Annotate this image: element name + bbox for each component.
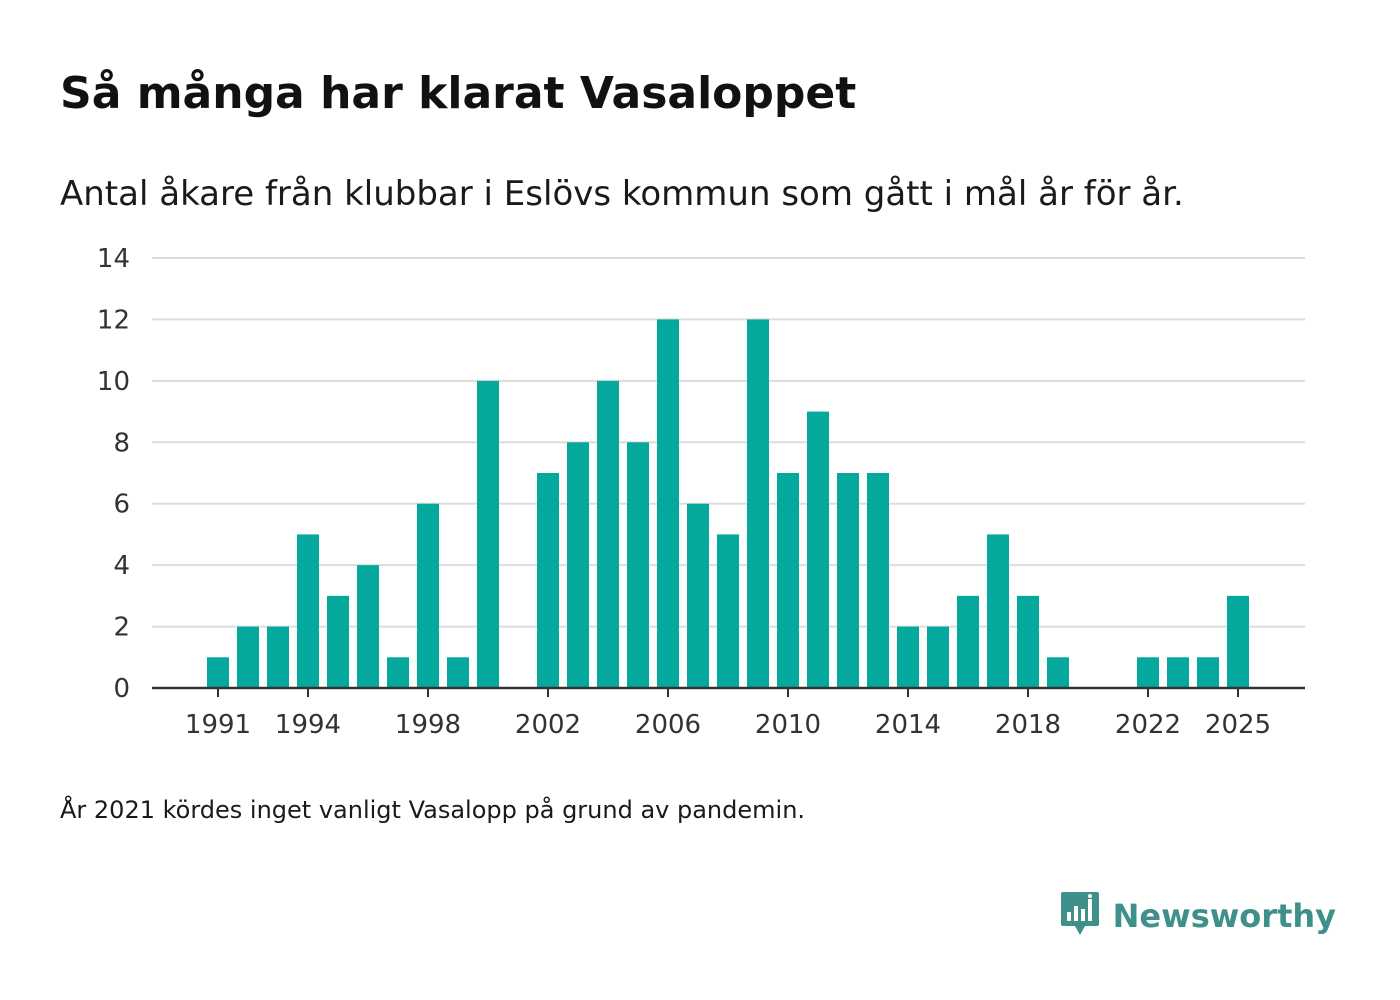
bar-1997 (387, 657, 409, 688)
x-axis-tick-labels: 1991 1994 1998 2002 2006 2010 2014 2018 2022 2025 (185, 710, 1271, 740)
bar-2002 (537, 473, 559, 688)
bar-1996 (357, 565, 379, 688)
bar-1993 (267, 626, 289, 688)
chart-subtitle: Antal åkare från klubbar i Eslövs kommun… (60, 174, 1184, 214)
x-axis (152, 686, 1305, 697)
x-tick-label: 2025 (1205, 710, 1271, 740)
bar-chart: 0 2 4 6 8 10 12 14 1991 1994 1998 2002 2006 2010 2014… (97, 244, 1305, 740)
y-tick-label: 14 (97, 244, 130, 274)
bar-2012 (837, 473, 859, 688)
x-tick-label: 1991 (185, 710, 251, 740)
bar-2009 (747, 319, 769, 688)
bar-2006 (657, 319, 679, 688)
x-tick-label: 1994 (275, 710, 341, 740)
y-tick-label: 10 (97, 367, 130, 397)
brand-logo: Newsworthy (1059, 890, 1336, 942)
x-tick-label: 2018 (995, 710, 1061, 740)
bar-2022 (1137, 657, 1159, 688)
y-tick-label: 12 (97, 305, 130, 335)
x-tick-label: 2002 (515, 710, 581, 740)
bar-2011 (807, 411, 829, 688)
bar-2004 (597, 380, 619, 688)
bar-2024 (1197, 657, 1219, 688)
bar-1999 (447, 657, 469, 688)
bar-2000 (477, 380, 499, 688)
x-tick-label: 1998 (395, 710, 461, 740)
y-tick-label: 2 (113, 613, 130, 643)
bar-1992 (237, 626, 259, 688)
y-tick-label: 6 (113, 490, 130, 520)
bar-2008 (717, 534, 739, 688)
bar-2018 (1017, 595, 1039, 688)
bar-2019 (1047, 657, 1069, 688)
newsworthy-bar-chart-logo-icon (1059, 890, 1101, 942)
bar-1994 (297, 534, 319, 688)
y-tick-label: 8 (113, 428, 130, 458)
bar-1991 (207, 657, 229, 688)
x-tick-label: 2006 (635, 710, 701, 740)
bar-2005 (627, 442, 649, 688)
bar-2010 (777, 473, 799, 688)
bars (207, 319, 1249, 688)
x-tick-label: 2022 (1115, 710, 1181, 740)
y-tick-label: 0 (113, 674, 130, 704)
bar-2016 (957, 595, 979, 688)
footnote: År 2021 kördes inget vanligt Vasalopp på… (60, 796, 806, 824)
bar-1998 (417, 503, 439, 688)
bar-2003 (567, 442, 589, 688)
bar-2007 (687, 503, 709, 688)
x-tick-label: 2010 (755, 710, 821, 740)
bar-1995 (327, 595, 349, 688)
x-tick-label: 2014 (875, 710, 941, 740)
bar-2023 (1167, 657, 1189, 688)
bar-2017 (987, 534, 1009, 688)
y-tick-label: 4 (113, 551, 130, 581)
bar-2025 (1227, 595, 1249, 688)
bar-2013 (867, 473, 889, 688)
bar-2015 (927, 626, 949, 688)
y-axis-tick-labels: 0 2 4 6 8 10 12 14 (97, 244, 130, 704)
brand-name: Newsworthy (1112, 897, 1336, 935)
chart-title: Så många har klarat Vasaloppet (60, 68, 857, 119)
bar-2014 (897, 626, 919, 688)
